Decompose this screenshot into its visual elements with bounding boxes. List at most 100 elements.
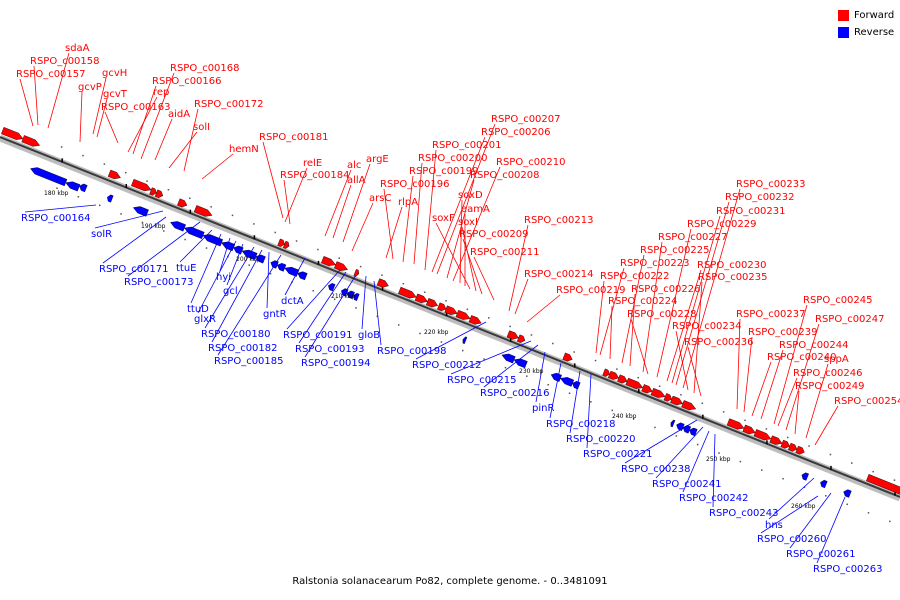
- track-dot: [120, 213, 122, 215]
- legend: Forward Reverse: [838, 7, 894, 41]
- forward-gene-feature: [641, 384, 653, 394]
- feature-tick: [638, 388, 640, 393]
- reverse-gene-label-rspo-c00260: RSPO_c00260: [757, 534, 827, 545]
- feature-tick: [894, 491, 896, 496]
- track-dot: [547, 383, 549, 386]
- forward-gene-label-rspo-c00228: RSPO_c00228: [627, 309, 697, 320]
- reverse-label-leader: [655, 426, 704, 479]
- reverse-gene-feature: [550, 372, 562, 382]
- forward-label-leader: [435, 222, 471, 290]
- reverse-gene-feature: [682, 425, 692, 434]
- reverse-label-leader: [361, 275, 367, 330]
- reverse-gene-feature: [132, 206, 149, 217]
- reverse-gene-label-rspo-c00171: RSPO_c00171: [99, 264, 169, 275]
- reverse-gene-feature: [202, 234, 224, 247]
- track-dot: [312, 290, 315, 292]
- track-dot: [760, 469, 763, 471]
- track-dot: [530, 334, 533, 336]
- forward-gene-label-rspo-c00223: RSPO_c00223: [620, 258, 690, 269]
- forward-label-leader: [805, 363, 829, 439]
- scale-tick-label: 230 kbp: [519, 368, 544, 375]
- forward-gene-label-rspo-c00237: RSPO_c00237: [736, 309, 806, 320]
- forward-label-leader: [526, 294, 561, 323]
- track-dot: [851, 462, 853, 464]
- forward-gene-feature: [742, 424, 756, 435]
- reverse-gene-label-dcta: dctA: [281, 296, 304, 307]
- reverse-label-leader: [197, 240, 237, 314]
- reverse-gene-label-rspo-c00194: RSPO_c00194: [301, 358, 371, 369]
- reverse-label-leader: [768, 477, 815, 520]
- track-dot: [846, 503, 848, 506]
- forward-gene-feature: [670, 395, 684, 406]
- forward-gene-label-sppa: sppA: [824, 354, 849, 365]
- forward-label-leader: [785, 323, 820, 431]
- forward-label-leader: [630, 318, 649, 375]
- forward-label-leader: [751, 361, 772, 417]
- track-dot: [680, 394, 682, 396]
- forward-label-leader: [473, 256, 495, 301]
- forward-gene-label-rspo-c00219: RSPO_c00219: [556, 285, 626, 296]
- forward-gene-label-hemn: hemN: [229, 144, 259, 155]
- forward-gene-label-rspo-c00214: RSPO_c00214: [524, 269, 594, 280]
- track-dot: [590, 401, 592, 403]
- forward-label-leader: [79, 91, 83, 143]
- forward-gene-label-soxf: soxF: [432, 213, 455, 224]
- forward-label-leader: [413, 162, 423, 265]
- reverse-gene-label-gntr: gntR: [263, 309, 287, 320]
- forward-gene-feature: [193, 205, 213, 217]
- forward-label-leader: [794, 390, 800, 435]
- reverse-label-leader: [94, 210, 164, 229]
- forward-label-leader: [342, 163, 371, 243]
- forward-label-leader: [671, 215, 721, 384]
- forward-gene-label-rspo-c00213: RSPO_c00213: [524, 215, 594, 226]
- forward-gene-label-rspo-c00181: RSPO_c00181: [259, 132, 329, 143]
- forward-gene-label-rspo-c00224: RSPO_c00224: [608, 296, 678, 307]
- reverse-gene-feature: [255, 254, 266, 264]
- track-dot: [462, 349, 464, 352]
- track-dot: [786, 436, 789, 439]
- reverse-gene-label-rspo-c00164: RSPO_c00164: [21, 213, 91, 224]
- forward-label-leader: [777, 377, 798, 427]
- forward-gene-label-rspo-c00200: RSPO_c00200: [418, 153, 488, 164]
- forward-label-leader: [431, 136, 486, 273]
- feature-tick: [509, 337, 512, 342]
- forward-gene-feature: [398, 286, 417, 299]
- reverse-label-leader: [24, 204, 97, 213]
- feature-tick: [317, 260, 320, 265]
- reverse-gene-label-rspo-c00263: RSPO_c00263: [813, 564, 883, 575]
- forward-gene-feature: [425, 298, 439, 308]
- reverse-label-leader: [190, 233, 222, 304]
- feature-tick: [702, 414, 704, 419]
- forward-gene-label-rspo-c00249: RSPO_c00249: [795, 381, 865, 392]
- forward-gene-label-rspo-c00207: RSPO_c00207: [491, 114, 561, 125]
- reverse-label-leader: [483, 344, 539, 388]
- reverse-gene-feature: [107, 194, 114, 203]
- reverse-gene-feature: [670, 419, 676, 428]
- track-dot: [722, 411, 725, 413]
- track-dot: [205, 247, 208, 249]
- track-dot: [509, 325, 511, 328]
- track-dot: [504, 366, 507, 369]
- forward-gene-feature: [506, 330, 519, 340]
- reverse-label-leader: [682, 430, 710, 493]
- track-dot: [573, 351, 575, 353]
- scale-tick-label: 200 kbp: [236, 256, 261, 263]
- track-dot: [825, 495, 827, 497]
- forward-label-leader: [283, 179, 291, 225]
- track-dot: [552, 342, 554, 345]
- forward-gene-feature: [107, 169, 121, 180]
- forward-gene-label-rspo-c00196: RSPO_c00196: [380, 179, 450, 190]
- reverse-label-leader: [211, 249, 263, 343]
- reverse-gene-label-glxr: glxR: [194, 314, 216, 325]
- forward-gene-label-rspo-c00245: RSPO_c00245: [803, 295, 873, 306]
- reverse-gene-feature: [676, 422, 685, 431]
- reverse-gene-label-rspo-c00238: RSPO_c00238: [621, 464, 691, 475]
- reverse-gene-label-gcl: gcl: [223, 286, 238, 297]
- forward-label-leader: [514, 278, 529, 315]
- forward-gene-label-rspo-c00244: RSPO_c00244: [779, 340, 849, 351]
- legend-reverse: Reverse: [838, 24, 894, 41]
- forward-gene-feature: [277, 238, 285, 247]
- reverse-label-leader: [760, 495, 819, 534]
- forward-label-leader: [675, 330, 689, 391]
- forward-gene-label-aida: aidA: [168, 109, 190, 120]
